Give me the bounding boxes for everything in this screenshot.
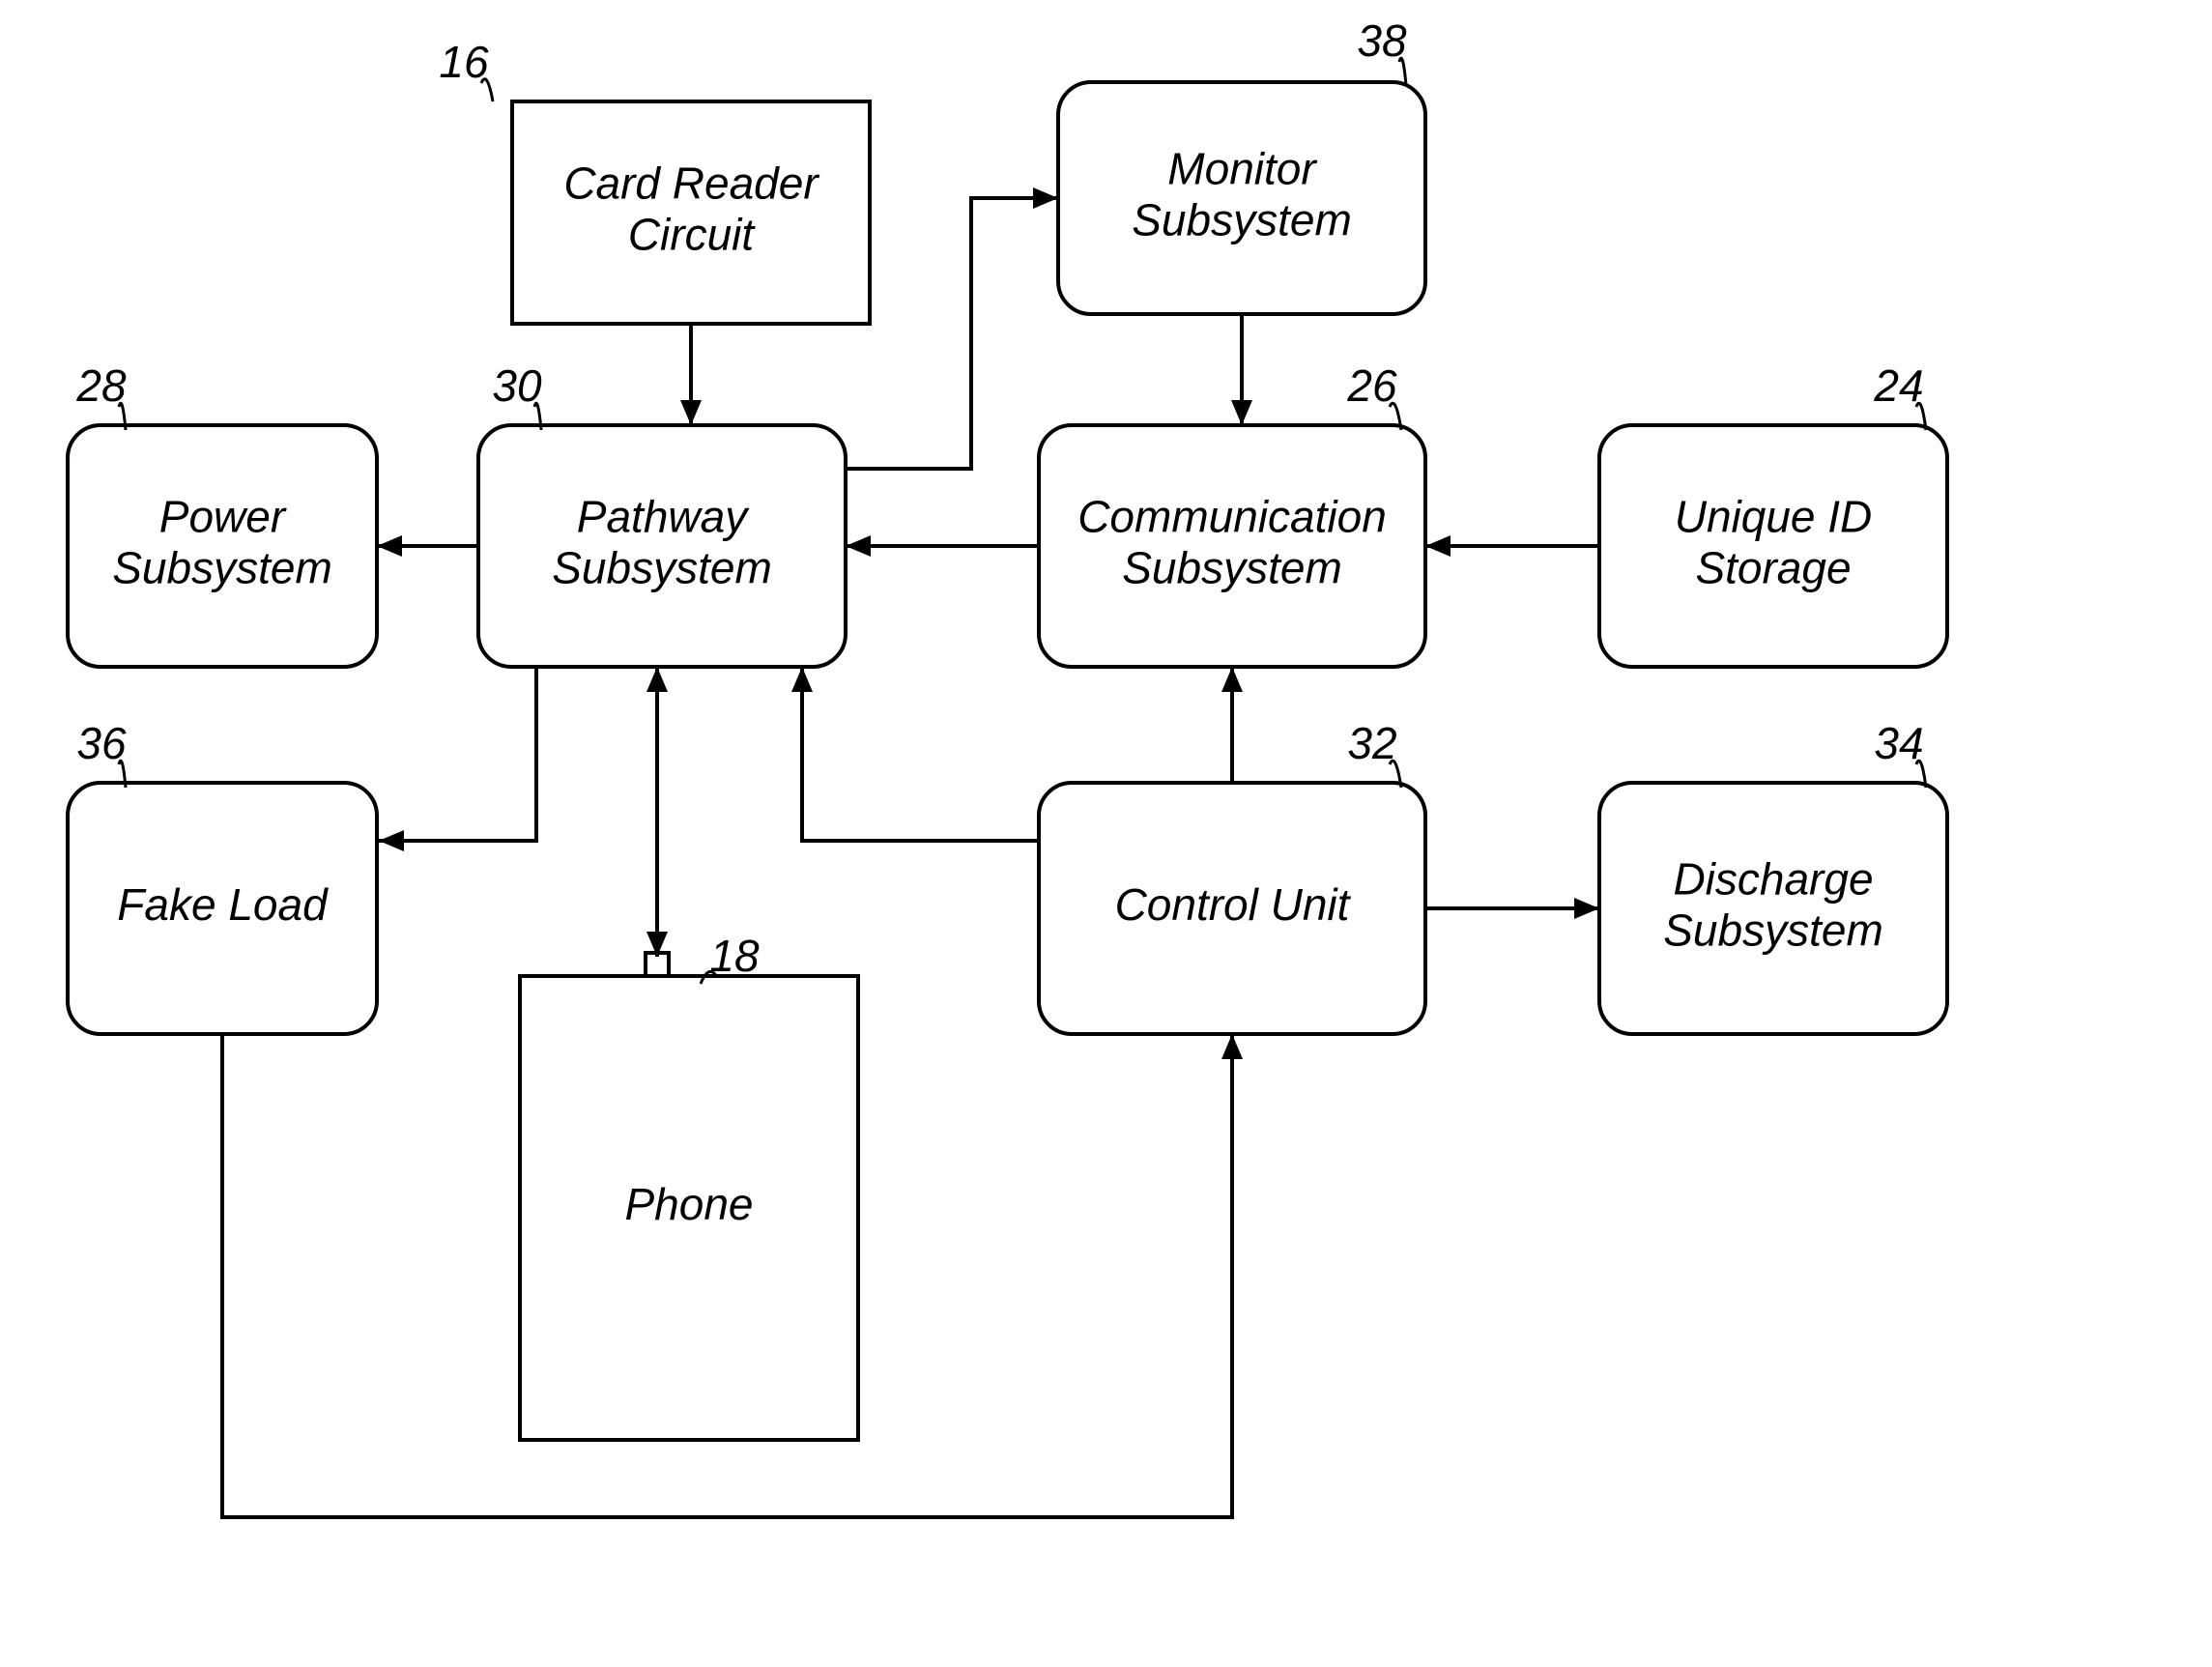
node-discharge: DischargeSubsystem bbox=[1599, 783, 1947, 1034]
ref-card-reader: 16 bbox=[439, 37, 493, 101]
svg-text:24: 24 bbox=[1873, 360, 1923, 411]
node-communication-label: Subsystem bbox=[1122, 543, 1342, 593]
node-fake-load-label: Fake Load bbox=[117, 879, 329, 930]
node-communication: CommunicationSubsystem bbox=[1039, 425, 1425, 667]
svg-text:16: 16 bbox=[439, 37, 489, 87]
ref-monitor: 38 bbox=[1357, 15, 1407, 85]
node-power: PowerSubsystem bbox=[68, 425, 377, 667]
ref-pathway: 30 bbox=[492, 360, 542, 430]
node-card-reader-label: Circuit bbox=[628, 210, 757, 260]
node-communication-label: Communication bbox=[1077, 492, 1387, 542]
ref-control-unit: 32 bbox=[1347, 718, 1401, 788]
node-control-unit-label: Control Unit bbox=[1115, 879, 1352, 930]
node-monitor: MonitorSubsystem bbox=[1058, 82, 1425, 314]
node-unique-id-label: Storage bbox=[1695, 543, 1851, 593]
node-phone-label: Phone bbox=[624, 1179, 753, 1229]
edge-controlunit-to-pathway bbox=[802, 667, 1039, 841]
node-discharge-label: Subsystem bbox=[1663, 905, 1883, 956]
node-pathway: PathwaySubsystem bbox=[478, 425, 846, 667]
ref-power: 28 bbox=[75, 360, 127, 430]
ref-fake-load: 36 bbox=[76, 718, 127, 788]
node-unique-id: Unique IDStorage bbox=[1599, 425, 1947, 667]
edge-pathway-to-fakeload bbox=[379, 667, 536, 841]
ref-unique-id: 24 bbox=[1873, 360, 1926, 430]
node-fake-load: Fake Load bbox=[68, 783, 377, 1034]
node-control-unit: Control Unit bbox=[1039, 783, 1425, 1034]
svg-text:34: 34 bbox=[1874, 718, 1923, 768]
node-monitor-label: Monitor bbox=[1167, 144, 1317, 194]
node-power-label: Power bbox=[159, 492, 287, 542]
ref-phone: 18 bbox=[701, 931, 760, 984]
ref-communication: 26 bbox=[1346, 360, 1401, 430]
node-card-reader: Card ReaderCircuit bbox=[512, 101, 870, 324]
svg-text:26: 26 bbox=[1346, 360, 1397, 411]
svg-text:18: 18 bbox=[709, 931, 760, 981]
svg-text:32: 32 bbox=[1347, 718, 1396, 768]
node-pathway-label: Pathway bbox=[577, 492, 750, 542]
node-card-reader-label: Card Reader bbox=[563, 158, 819, 209]
edge-pathway-to-monitor bbox=[846, 198, 1058, 469]
node-unique-id-label: Unique ID bbox=[1675, 492, 1873, 542]
node-phone: Phone bbox=[520, 953, 858, 1440]
edge-fakeload-to-controlunit bbox=[222, 1034, 1232, 1517]
node-discharge-label: Discharge bbox=[1673, 854, 1873, 905]
node-pathway-label: Subsystem bbox=[552, 543, 772, 593]
node-power-label: Subsystem bbox=[112, 543, 332, 593]
block-diagram: Card ReaderCircuitMonitorSubsystemPowerS… bbox=[0, 0, 2212, 1667]
ref-lead-card-reader bbox=[481, 79, 493, 101]
ref-discharge: 34 bbox=[1874, 718, 1926, 788]
node-monitor-label: Subsystem bbox=[1132, 195, 1352, 245]
